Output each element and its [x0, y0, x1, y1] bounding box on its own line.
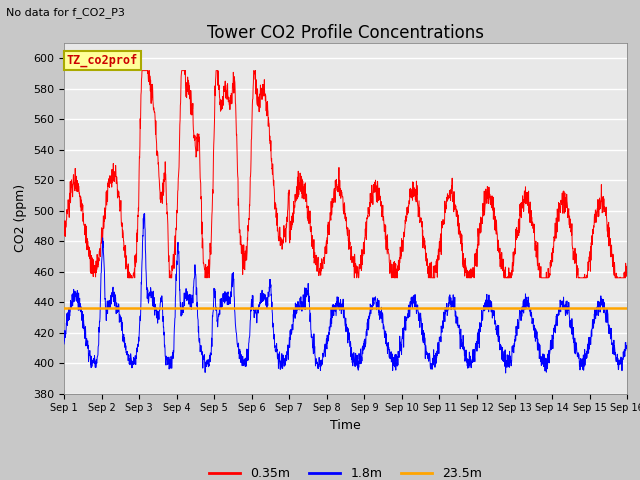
Title: Tower CO2 Profile Concentrations: Tower CO2 Profile Concentrations: [207, 24, 484, 42]
Text: TZ_co2prof: TZ_co2prof: [67, 54, 138, 67]
Y-axis label: CO2 (ppm): CO2 (ppm): [15, 184, 28, 252]
Text: No data for f_CO2_P3: No data for f_CO2_P3: [6, 7, 125, 18]
X-axis label: Time: Time: [330, 419, 361, 432]
Legend: 0.35m, 1.8m, 23.5m: 0.35m, 1.8m, 23.5m: [204, 462, 487, 480]
